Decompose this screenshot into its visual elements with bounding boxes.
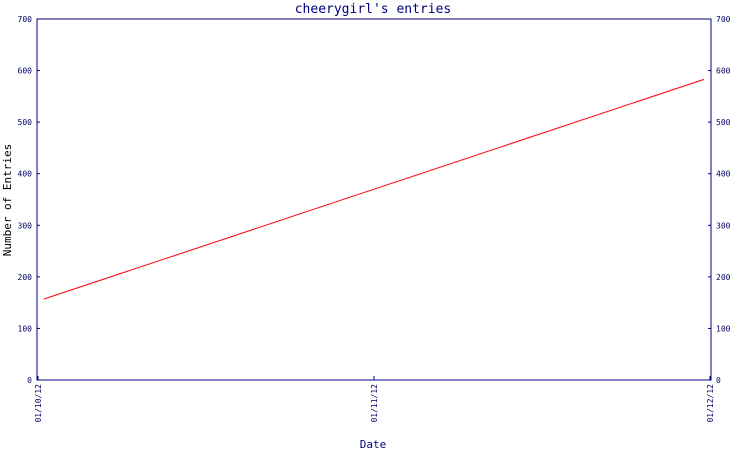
y-tick-label-left: 300	[18, 221, 33, 230]
x-tick-label: 01/10/12	[34, 384, 43, 423]
series-line	[43, 78, 705, 300]
y-tick-label-right: 500	[716, 118, 731, 127]
x-axis: 01/10/12 01/11/12 01/12/12	[34, 376, 715, 423]
x-tick-label: 01/12/12	[706, 384, 715, 423]
y-tick-label-right: 300	[716, 221, 731, 230]
y-tick-label-left: 400	[18, 170, 33, 179]
y-axis-left: 0 100 200 300 400 500 600 700	[18, 15, 40, 385]
plot-frame	[36, 18, 712, 381]
y-tick-label-right: 600	[716, 67, 731, 76]
y-tick-label-right: 700	[716, 15, 731, 24]
y-tick-label-right: 200	[716, 273, 731, 282]
y-tick-label-left: 200	[18, 273, 33, 282]
x-tick-label: 01/11/12	[370, 384, 379, 423]
y-tick-label-left: 500	[18, 118, 33, 127]
y-tick-label-left: 100	[18, 324, 33, 333]
y-tick-label-right: 0	[716, 376, 721, 385]
y-tick-label-left: 600	[18, 67, 33, 76]
y-axis-title: Number of Entries	[1, 144, 14, 257]
y-tick-label-right: 100	[716, 324, 731, 333]
y-tick-label-left: 700	[18, 15, 33, 24]
y-tick-label-left: 0	[27, 376, 32, 385]
y-tick-label-right: 400	[716, 170, 731, 179]
chart-title: cheerygirl's entries	[295, 2, 452, 17]
x-axis-title: Date	[360, 438, 387, 450]
